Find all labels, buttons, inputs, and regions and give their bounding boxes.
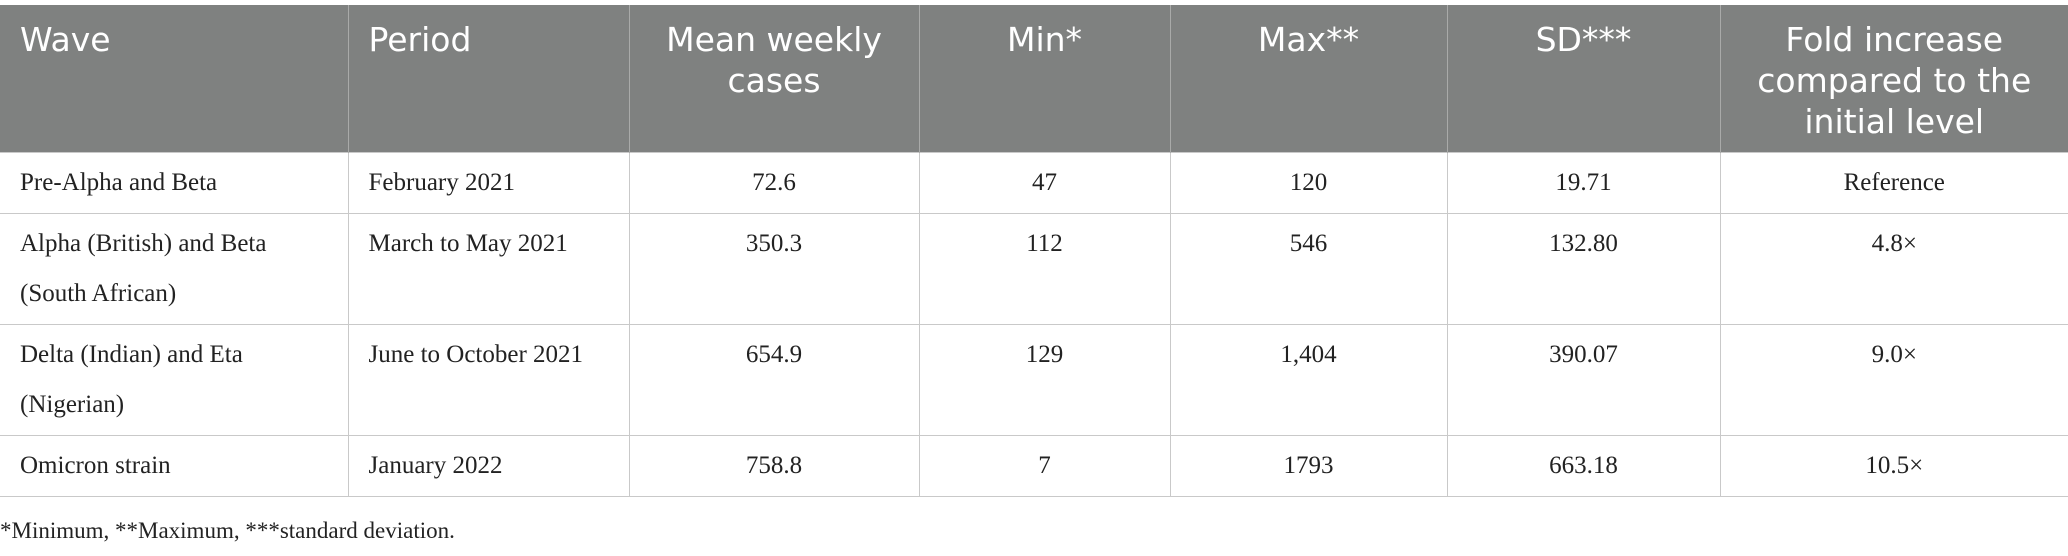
table-cell: Pre-Alpha and Beta (0, 152, 349, 214)
table-row: Alpha (British) and Beta (South African)… (0, 213, 2068, 325)
header-cell: SD*** (1446, 5, 1720, 153)
header-cell: Max** (1169, 5, 1447, 153)
table-row: Pre-Alpha and Beta February 2021 72.6 47 120… (0, 152, 2068, 214)
table-cell: Omicron strain (0, 435, 349, 497)
table-cell: Reference (1719, 152, 2068, 214)
table-cell: 663.18 (1446, 435, 1721, 497)
table-row: Delta (Indian) and Eta (Nigerian) June to… (0, 324, 2068, 436)
table-cell: 19.71 (1446, 152, 1721, 214)
table-cell: 350.3 (628, 213, 920, 325)
header-cell: Mean weekly cases (628, 5, 919, 153)
footnote: *Minimum, **Maximum, ***standard deviati… (0, 518, 455, 543)
table-cell: 129 (918, 324, 1171, 436)
table-cell: 1,404 (1169, 324, 1448, 436)
header-cell: Period (347, 5, 629, 153)
header-cell: Fold increase compared to the initial le… (1719, 5, 2068, 153)
header-cell: Wave (0, 5, 348, 153)
table-cell: 7 (918, 435, 1171, 497)
table-cell: 132.80 (1446, 213, 1721, 325)
table-cell: 120 (1169, 152, 1448, 214)
table-cell: 9.0× (1719, 324, 2068, 436)
table-body: Pre-Alpha and Beta February 2021 72.6 47 120… (0, 152, 2068, 497)
table-cell: Delta (Indian) and Eta (Nigerian) (0, 324, 349, 436)
table-cell: January 2022 (347, 435, 630, 497)
data-table: Wave Period Mean weekly cases Min* Max** SD**… (0, 5, 2068, 497)
table-cell: 72.6 (628, 152, 920, 214)
table-cell: March to May 2021 (347, 213, 630, 325)
header-row: Wave Period Mean weekly cases Min* Max** SD**… (0, 5, 2068, 153)
table-cell: 546 (1169, 213, 1448, 325)
table-cell: 1793 (1169, 435, 1448, 497)
header-cell: Min* (918, 5, 1170, 153)
table-cell: 758.8 (628, 435, 920, 497)
table-cell: 112 (918, 213, 1171, 325)
table-cell: 390.07 (1446, 324, 1721, 436)
table-cell: 47 (918, 152, 1171, 214)
table-cell: 654.9 (628, 324, 920, 436)
table-cell: 4.8× (1719, 213, 2068, 325)
table-cell: June to October 2021 (347, 324, 630, 436)
table-row: Omicron strain January 2022 758.8 7 1793 663.… (0, 435, 2068, 497)
table-cell: February 2021 (347, 152, 630, 214)
table-cell: 10.5× (1719, 435, 2068, 497)
table-cell: Alpha (British) and Beta (South African) (0, 213, 349, 325)
